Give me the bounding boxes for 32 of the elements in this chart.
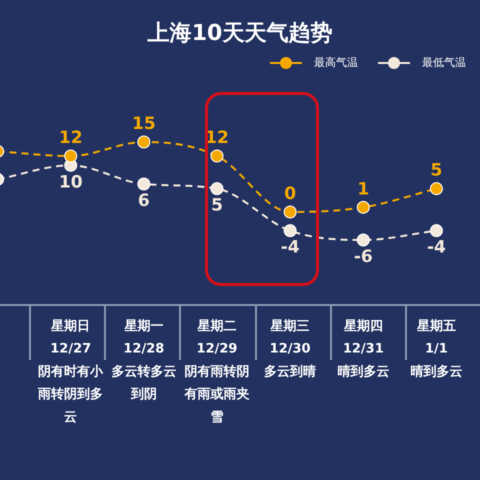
point: [210, 182, 224, 196]
data-label: 15: [132, 114, 156, 134]
data-label: -6: [354, 246, 373, 267]
data-label: 12: [58, 128, 83, 148]
data-label: -4: [280, 238, 300, 258]
point: [137, 136, 150, 148]
point: [356, 200, 370, 214]
x-tick-label: 星期一 12/28 多云转多云到阴: [111, 318, 176, 402]
data-label: 10: [58, 172, 83, 192]
point: [430, 224, 443, 238]
x-tick-label: 星期五 1/1 晴到多云: [410, 318, 462, 380]
x-tick-label: 星期四 12/31 晴到多云: [337, 318, 390, 380]
point: [284, 206, 297, 218]
data-label: 0: [284, 184, 296, 204]
data-label: 12: [205, 128, 229, 148]
point: [356, 234, 370, 246]
point: [137, 178, 150, 190]
legend-label: 最低气温: [422, 55, 466, 70]
x-tick-label: 星期三 12/30 多云到晴: [264, 318, 316, 380]
chart-title: 上海10天天气趋势: [146, 20, 334, 48]
point: [430, 182, 443, 196]
point: [210, 150, 224, 162]
data-label: -4: [426, 238, 446, 258]
data-label: 6: [138, 190, 150, 211]
x-tick-label: 星期二 12/29 阴有雨转阴有雨或雨夹雪: [184, 318, 250, 425]
point: [284, 224, 297, 238]
data-label: 5: [211, 196, 223, 216]
legend-label: 最高气温: [314, 55, 358, 70]
data-label: 5: [430, 160, 442, 181]
x-tick-label: 星期日 12/27 阴有时有小雨转阴到多云: [37, 318, 104, 425]
point: [64, 150, 78, 162]
data-label: 1: [357, 179, 370, 200]
